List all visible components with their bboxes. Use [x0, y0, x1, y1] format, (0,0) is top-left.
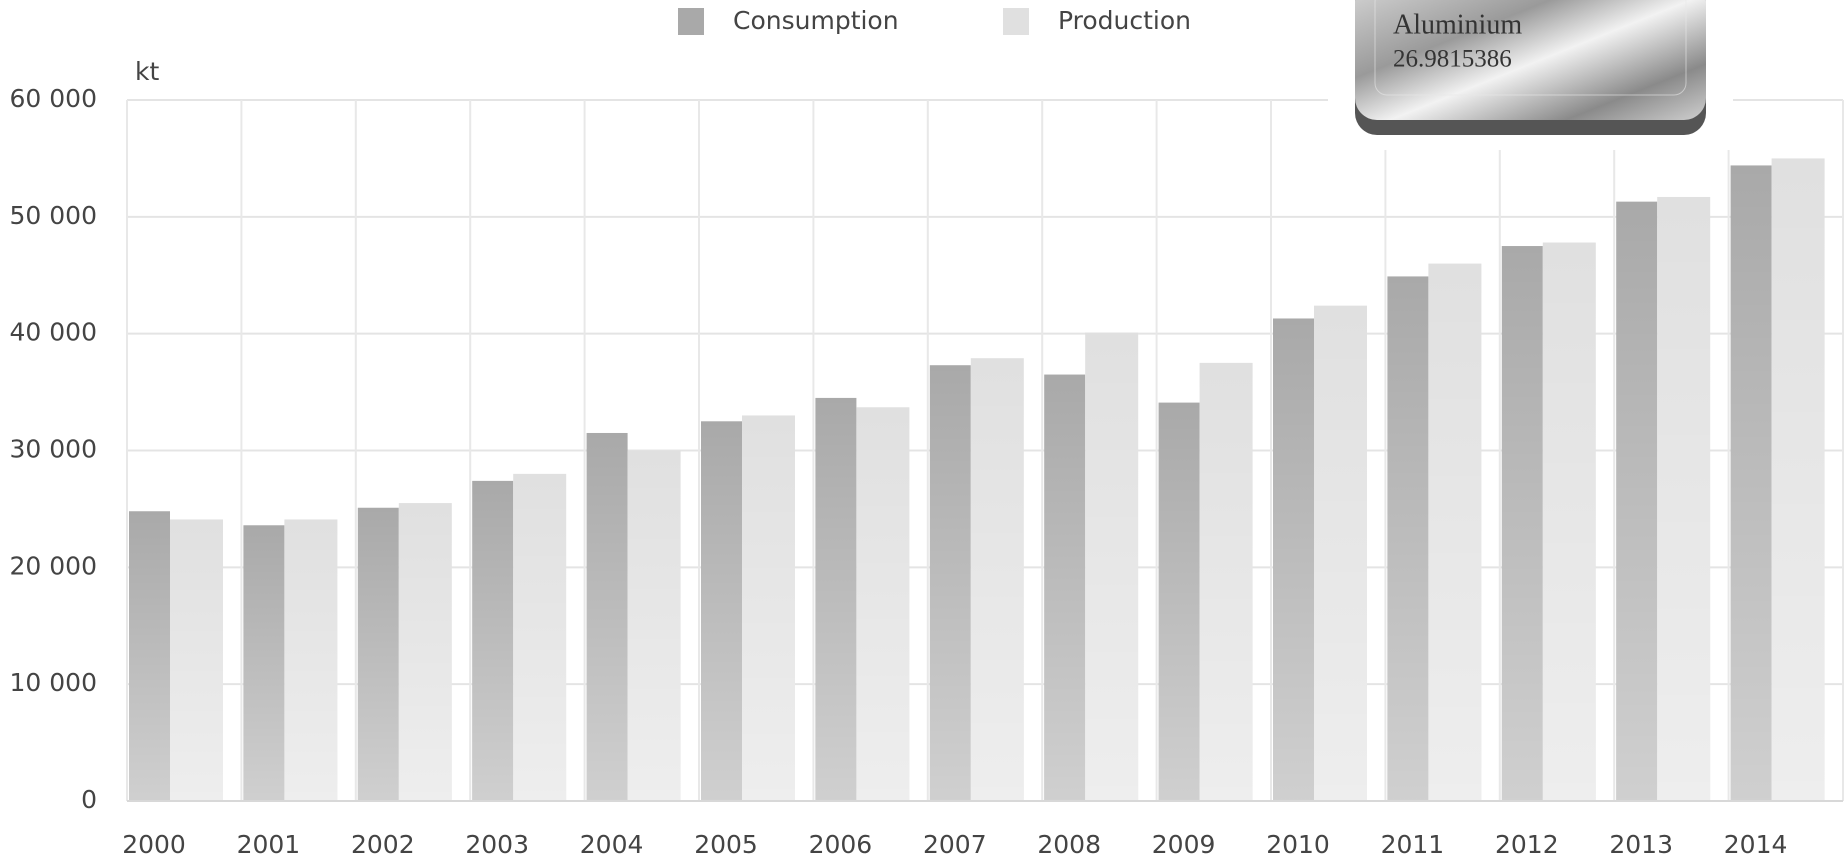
- y-tick-label: 10 000: [10, 668, 97, 697]
- badge-element: Aluminium: [1393, 9, 1522, 40]
- bar-shine: [170, 519, 223, 801]
- x-tick-label: 2013: [1609, 830, 1673, 859]
- badge-face: [1355, 0, 1706, 120]
- bar-shine: [357, 507, 399, 801]
- bar-shine: [815, 397, 857, 801]
- y-tick-label: 50 000: [10, 201, 97, 230]
- bar-shine: [1314, 305, 1367, 801]
- bar-shine: [513, 473, 567, 801]
- bar-shine: [1085, 332, 1139, 801]
- bar-shine: [472, 480, 514, 801]
- x-tick-label: 2004: [580, 830, 644, 859]
- legend-label: Production: [1058, 6, 1191, 35]
- x-tick-label: 2005: [694, 830, 758, 859]
- x-tick-label: 2006: [809, 830, 873, 859]
- y-tick-label: 30 000: [10, 435, 97, 464]
- bar-shine: [1273, 318, 1314, 801]
- bar-shine: [129, 511, 170, 801]
- x-tick-label: 2012: [1495, 830, 1559, 859]
- y-tick-label: 60 000: [10, 84, 97, 113]
- bar-shine: [1501, 246, 1543, 801]
- bar-shine: [1542, 242, 1596, 801]
- x-tick-label: 2008: [1037, 830, 1101, 859]
- bar-shine: [1771, 158, 1825, 801]
- y-tick-label: 40 000: [10, 318, 97, 347]
- bar-shine: [243, 525, 285, 801]
- x-tick-label: 2014: [1724, 830, 1788, 859]
- x-tick-label: 2011: [1381, 830, 1445, 859]
- bar-shine: [856, 407, 910, 801]
- bar-shine: [1428, 263, 1482, 802]
- x-tick-label: 2009: [1152, 830, 1216, 859]
- x-tick-label: 2003: [465, 830, 529, 859]
- bar-shine: [970, 358, 1024, 801]
- y-tick-label: 20 000: [10, 551, 97, 580]
- legend-swatch: [678, 8, 704, 35]
- x-tick-label: 2007: [923, 830, 987, 859]
- legend-label: Consumption: [733, 6, 899, 35]
- bar-shine: [929, 365, 971, 801]
- bar-shine: [1158, 402, 1200, 801]
- x-tick-label: 2000: [122, 830, 186, 859]
- badge-bevel: [1374, 0, 1687, 96]
- unit-label: kt: [135, 57, 159, 86]
- bar-shine: [701, 421, 742, 801]
- bar-shine: [627, 450, 681, 801]
- bar-shine: [398, 503, 452, 801]
- bar-shine: [1657, 196, 1711, 801]
- badge-mass: 26.9815386: [1393, 46, 1512, 73]
- bar-shine: [586, 432, 628, 801]
- bar-shine: [1616, 201, 1658, 801]
- x-tick-label: 2001: [237, 830, 301, 859]
- legend-swatch: [1003, 8, 1029, 35]
- bar-shine: [1044, 374, 1086, 801]
- x-tick-label: 2010: [1266, 830, 1330, 859]
- y-tick-label: 0: [81, 785, 97, 814]
- plot-area: 0 10 000 20 000 30 000 40 000 50 000 60 000 200…: [10, 84, 1844, 859]
- bar-shine: [1387, 276, 1429, 801]
- badge: Aluminium 26.9815386: [1328, 0, 1733, 150]
- bar-shine: [1730, 165, 1772, 802]
- bar-shine: [284, 519, 338, 801]
- bar-shine: [742, 415, 795, 801]
- x-tick-label: 2002: [351, 830, 415, 859]
- bar-shine: [1199, 362, 1253, 801]
